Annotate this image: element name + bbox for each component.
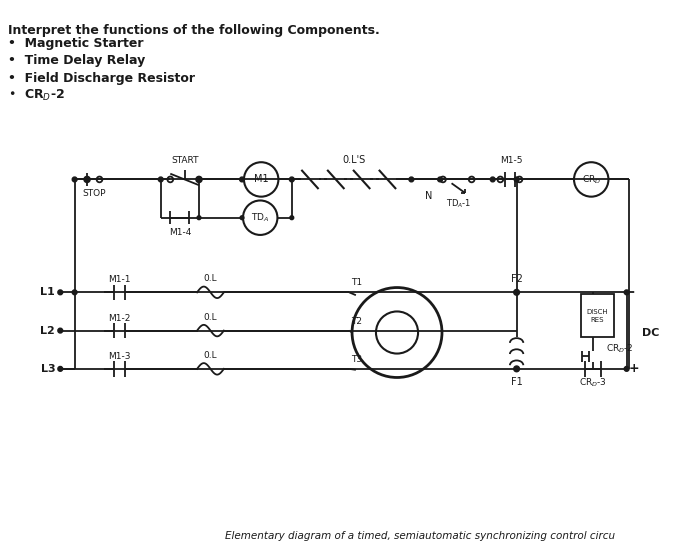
Text: RES: RES xyxy=(591,316,604,322)
Circle shape xyxy=(197,177,202,182)
Text: DISCH: DISCH xyxy=(587,309,608,315)
Text: •  Time Delay Relay: • Time Delay Relay xyxy=(8,54,145,67)
Text: CR$_D$: CR$_D$ xyxy=(582,173,601,186)
Text: 0.L: 0.L xyxy=(204,351,217,360)
Text: M1-4: M1-4 xyxy=(169,228,191,236)
Text: DC: DC xyxy=(642,327,659,337)
Circle shape xyxy=(438,177,442,182)
Text: 0.L'S: 0.L'S xyxy=(342,155,365,165)
Text: N: N xyxy=(425,191,433,201)
Text: M1-1: M1-1 xyxy=(108,275,131,284)
Text: M1-3: M1-3 xyxy=(108,352,131,361)
Text: CR$_D$-2: CR$_D$-2 xyxy=(606,342,634,355)
Text: Interpret the functions of the following Components.: Interpret the functions of the following… xyxy=(8,24,379,37)
Circle shape xyxy=(58,290,63,295)
Circle shape xyxy=(514,177,519,182)
Circle shape xyxy=(409,177,414,182)
Text: TD$_A$: TD$_A$ xyxy=(251,211,270,224)
Text: L3: L3 xyxy=(41,364,55,374)
Text: Elementary diagram of a timed, semiautomatic synchronizing control circu: Elementary diagram of a timed, semiautom… xyxy=(225,531,615,541)
Text: T3: T3 xyxy=(351,355,363,364)
Circle shape xyxy=(490,177,495,182)
Text: •  Magnetic Starter: • Magnetic Starter xyxy=(8,37,143,50)
Text: L1: L1 xyxy=(41,287,55,297)
Text: •  Field Discharge Resistor: • Field Discharge Resistor xyxy=(8,72,195,84)
Circle shape xyxy=(158,177,163,182)
Circle shape xyxy=(290,216,294,220)
Circle shape xyxy=(72,177,77,182)
Text: STOP: STOP xyxy=(82,189,106,198)
Text: TD$_A$-1: TD$_A$-1 xyxy=(447,197,472,210)
Text: 0.L: 0.L xyxy=(204,312,217,322)
Text: CR$_D$-3: CR$_D$-3 xyxy=(579,376,607,388)
Text: M1-2: M1-2 xyxy=(108,314,131,322)
Text: M1-5: M1-5 xyxy=(500,156,523,165)
Circle shape xyxy=(624,366,629,371)
Text: M1: M1 xyxy=(254,174,269,184)
Circle shape xyxy=(72,290,77,295)
Text: START: START xyxy=(171,156,198,165)
Circle shape xyxy=(514,290,519,295)
Circle shape xyxy=(514,366,519,372)
Text: •  CR$_D$-2: • CR$_D$-2 xyxy=(8,88,64,103)
Circle shape xyxy=(58,328,63,333)
Text: F1: F1 xyxy=(511,377,522,387)
Circle shape xyxy=(289,177,294,182)
Circle shape xyxy=(240,216,244,220)
Circle shape xyxy=(85,178,89,181)
Text: +: + xyxy=(629,362,640,375)
Circle shape xyxy=(58,366,63,371)
Text: 0.L: 0.L xyxy=(204,274,217,284)
Circle shape xyxy=(624,290,629,295)
Text: F2: F2 xyxy=(511,274,522,284)
Bar xyxy=(581,294,614,337)
Text: T1: T1 xyxy=(351,278,363,287)
Text: T2: T2 xyxy=(351,316,363,326)
Circle shape xyxy=(197,216,201,220)
Circle shape xyxy=(239,177,244,182)
Text: L2: L2 xyxy=(41,326,55,336)
